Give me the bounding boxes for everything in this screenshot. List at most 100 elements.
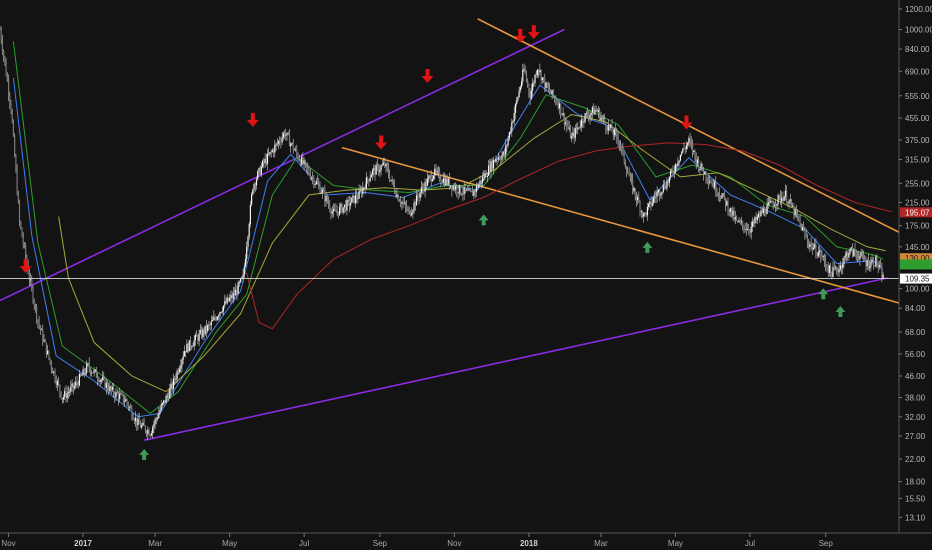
x-tick-label-0: Nov bbox=[1, 539, 15, 548]
candle-body-720 bbox=[878, 265, 881, 267]
candle-body-540 bbox=[659, 190, 661, 196]
trendline-0 bbox=[0, 28, 565, 302]
candle-body-451 bbox=[550, 91, 552, 94]
candle-body-626 bbox=[764, 208, 766, 214]
candle-body-531 bbox=[648, 203, 650, 207]
candle-body-47 bbox=[56, 381, 58, 385]
candle-body-690 bbox=[842, 263, 844, 269]
candle-body-467 bbox=[569, 127, 571, 139]
candle-body-145 bbox=[176, 370, 178, 379]
candle-body-723 bbox=[882, 274, 884, 279]
candle-body-65 bbox=[78, 374, 80, 386]
up-arrow-marker-1 bbox=[478, 214, 489, 226]
candle-body-549 bbox=[670, 170, 672, 177]
candle-body-335 bbox=[408, 209, 410, 211]
candle-body-543 bbox=[662, 184, 664, 192]
candle-body-435 bbox=[530, 90, 532, 99]
candle-body-718 bbox=[876, 256, 878, 266]
candle-body-249 bbox=[303, 160, 305, 164]
candle-body-209 bbox=[254, 184, 256, 186]
candle-body-472 bbox=[575, 128, 578, 130]
candle-body-276 bbox=[336, 211, 338, 213]
candle-body-396 bbox=[483, 176, 485, 179]
price-badge-3 bbox=[900, 273, 932, 284]
candle-body-173 bbox=[210, 321, 212, 325]
candle-body-401 bbox=[489, 165, 491, 173]
price-badge-label-3: 109.35 bbox=[905, 275, 930, 284]
candle-body-712 bbox=[869, 266, 871, 269]
candle-body-692 bbox=[844, 255, 846, 258]
candle-body-695 bbox=[848, 252, 850, 258]
candle-body-301 bbox=[367, 177, 369, 180]
candle-body-242 bbox=[295, 149, 297, 151]
candle-body-19 bbox=[22, 236, 24, 245]
candle-body-212 bbox=[258, 167, 260, 172]
candle-body-108 bbox=[131, 408, 133, 418]
candle-body-184 bbox=[224, 301, 226, 306]
candle-body-120 bbox=[146, 431, 148, 434]
candle-body-284 bbox=[346, 200, 348, 211]
y-tick-label-4: 555.00 bbox=[905, 92, 930, 101]
candle-body-51 bbox=[61, 398, 63, 400]
candle-body-493 bbox=[601, 117, 603, 119]
candle-body-496 bbox=[605, 122, 607, 129]
candle-body-105 bbox=[127, 403, 129, 408]
candle-body-630 bbox=[768, 202, 771, 203]
candle-body-558 bbox=[681, 152, 683, 155]
candle-body-290 bbox=[353, 195, 355, 203]
price-badge-2 bbox=[900, 259, 932, 270]
candle-body-606 bbox=[739, 220, 741, 222]
candle-body-516 bbox=[629, 176, 631, 178]
candle-body-597 bbox=[728, 211, 730, 213]
candle-body-79 bbox=[95, 369, 98, 378]
candle-body-269 bbox=[328, 202, 330, 205]
candle-body-199 bbox=[242, 274, 244, 278]
candle-body-216 bbox=[263, 160, 265, 164]
candle-body-471 bbox=[574, 128, 576, 138]
candle-body-405 bbox=[494, 160, 496, 162]
candle-body-198 bbox=[241, 277, 243, 279]
candle-body-588 bbox=[717, 193, 719, 195]
down-arrow-marker-1 bbox=[246, 112, 259, 127]
candle-body-553 bbox=[674, 164, 677, 172]
candle-body-447 bbox=[545, 82, 547, 88]
candle-body-4 bbox=[4, 56, 6, 63]
candle-body-111 bbox=[135, 417, 137, 422]
candle-body-181 bbox=[220, 312, 222, 313]
candle-body-40 bbox=[48, 350, 50, 359]
candle-body-657 bbox=[801, 227, 804, 231]
candle-body-532 bbox=[649, 201, 651, 204]
candle-body-560 bbox=[683, 148, 685, 150]
up-arrow-marker-3 bbox=[818, 288, 829, 300]
y-tick-label-15: 56.00 bbox=[905, 350, 926, 359]
candle-body-251 bbox=[306, 163, 308, 168]
candle-body-612 bbox=[746, 229, 749, 231]
candle-body-136 bbox=[165, 395, 167, 403]
candle-body-671 bbox=[819, 250, 821, 253]
candle-body-182 bbox=[221, 311, 223, 312]
candle-body-450 bbox=[549, 88, 551, 92]
candle-body-424 bbox=[517, 97, 519, 100]
candle-body-246 bbox=[299, 160, 302, 165]
candle-body-240 bbox=[292, 143, 294, 150]
candle-body-138 bbox=[168, 395, 170, 399]
down-arrow-marker-5 bbox=[527, 25, 540, 40]
candle-body-375 bbox=[457, 192, 459, 194]
y-tick-label-7: 315.00 bbox=[905, 156, 930, 165]
candle-body-586 bbox=[715, 182, 717, 193]
candle-body-15 bbox=[17, 193, 19, 203]
candle-body-183 bbox=[222, 305, 225, 312]
candle-body-565 bbox=[689, 138, 691, 142]
candle-body-159 bbox=[193, 340, 195, 346]
candle-body-645 bbox=[787, 202, 789, 204]
candle-body-147 bbox=[179, 368, 181, 373]
candle-body-594 bbox=[725, 197, 727, 206]
candle-body-599 bbox=[731, 207, 733, 216]
candle-body-61 bbox=[73, 385, 76, 388]
candle-body-114 bbox=[138, 419, 140, 425]
candle-body-137 bbox=[166, 395, 168, 397]
candle-body-699 bbox=[853, 249, 855, 256]
candle-body-642 bbox=[783, 196, 785, 201]
candle-body-336 bbox=[409, 210, 411, 216]
